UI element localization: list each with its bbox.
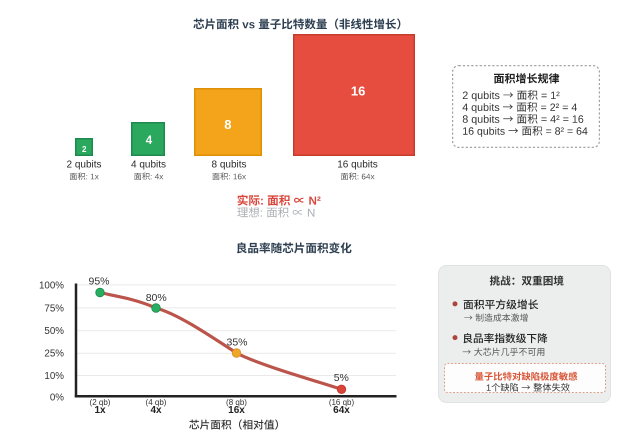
svg-text:2: 2 bbox=[82, 145, 87, 154]
svg-text:5%: 5% bbox=[334, 372, 349, 384]
svg-text:75%: 75% bbox=[44, 303, 64, 314]
svg-text:0%: 0% bbox=[50, 392, 64, 403]
svg-text:64x: 64x bbox=[333, 405, 350, 416]
svg-text:4 qubits: 4 qubits bbox=[131, 159, 166, 170]
svg-text:8 qubits: 8 qubits bbox=[211, 159, 246, 170]
svg-text:100%: 100% bbox=[39, 280, 64, 291]
svg-text:2 qubits: 2 qubits bbox=[66, 159, 101, 170]
svg-text:8: 8 bbox=[224, 117, 231, 132]
svg-text:4x: 4x bbox=[150, 405, 162, 416]
svg-text:35%: 35% bbox=[226, 337, 247, 349]
svg-text:16 qubits: 16 qubits bbox=[337, 159, 378, 170]
svg-text:(16 qb): (16 qb) bbox=[329, 398, 355, 407]
svg-text:10%: 10% bbox=[44, 371, 64, 382]
svg-text:50%: 50% bbox=[44, 326, 64, 337]
svg-text:80%: 80% bbox=[146, 292, 167, 304]
svg-text:95%: 95% bbox=[88, 276, 109, 288]
svg-text:4: 4 bbox=[146, 135, 153, 147]
svg-text:(4 qb): (4 qb) bbox=[146, 398, 167, 407]
svg-text:16: 16 bbox=[351, 83, 365, 98]
svg-text:25%: 25% bbox=[44, 349, 64, 360]
svg-text:16x: 16x bbox=[228, 405, 245, 416]
svg-text:(8 qb): (8 qb) bbox=[226, 398, 247, 407]
svg-text:(2 qb): (2 qb) bbox=[90, 398, 111, 407]
svg-text:1x: 1x bbox=[94, 405, 106, 416]
